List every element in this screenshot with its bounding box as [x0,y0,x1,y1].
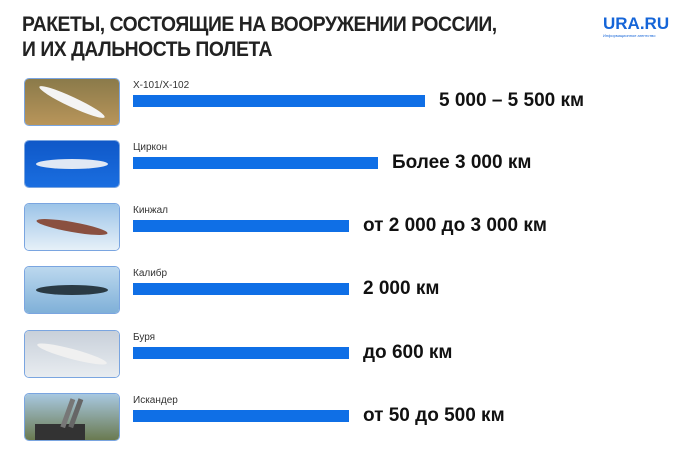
range-label: от 2 000 до 3 000 км [363,215,547,236]
range-bar [133,283,349,295]
title-line-1: РАКЕТЫ, СОСТОЯЩИЕ НА ВООРУЖЕНИИ РОССИИ, [22,13,497,36]
range-bar [133,157,378,169]
chart-row: Циркон Более 3 000 км [0,140,700,204]
title-line-2: И ИХ ДАЛЬНОСТЬ ПОЛЕТА [22,38,273,61]
iskander-image [24,393,120,441]
range-bar [133,410,349,422]
missile-name: Х-101/Х-102 [133,80,190,91]
missile-name: Циркон [133,142,168,153]
range-bar [133,95,425,107]
missile-icon [25,141,119,187]
missile-name: Буря [133,332,156,343]
burya-image [24,330,120,378]
logo-tagline: Информационное агентство [603,33,656,38]
missile-name: Кинжал [133,205,169,216]
chart-row: Искандер от 50 до 500 км [0,393,700,457]
missile-icon [25,394,119,440]
zircon-image [24,140,120,188]
ura-logo: URA.RU Информационное агентство [603,14,669,38]
range-label: 5 000 – 5 500 км [439,90,585,111]
chart-row: Буря до 600 км [0,330,700,394]
range-label: Более 3 000 км [392,152,532,173]
range-bar [133,220,349,232]
chart-title: РАКЕТЫ, СОСТОЯЩИЕ НА ВООРУЖЕНИИ РОССИИ, … [22,12,497,62]
chart-row: Х-101/Х-102 5 000 – 5 500 км [0,78,700,142]
logo-text: URA.RU [603,14,670,33]
missile-icon [25,331,119,377]
missile-name: Калибр [133,268,168,279]
missile-icon [25,204,119,250]
range-label: от 50 до 500 км [363,405,505,426]
missile-name: Искандер [133,395,178,406]
range-bar [133,347,349,359]
missile-icon [25,267,119,313]
kalibr-image [24,266,120,314]
missile-icon [25,79,119,125]
x101-image [24,78,120,126]
range-label: 2 000 км [363,278,440,299]
range-label: до 600 км [363,342,453,363]
kinzhal-image [24,203,120,251]
chart-row: Кинжал от 2 000 до 3 000 км [0,203,700,267]
chart-row: Калибр 2 000 км [0,266,700,330]
